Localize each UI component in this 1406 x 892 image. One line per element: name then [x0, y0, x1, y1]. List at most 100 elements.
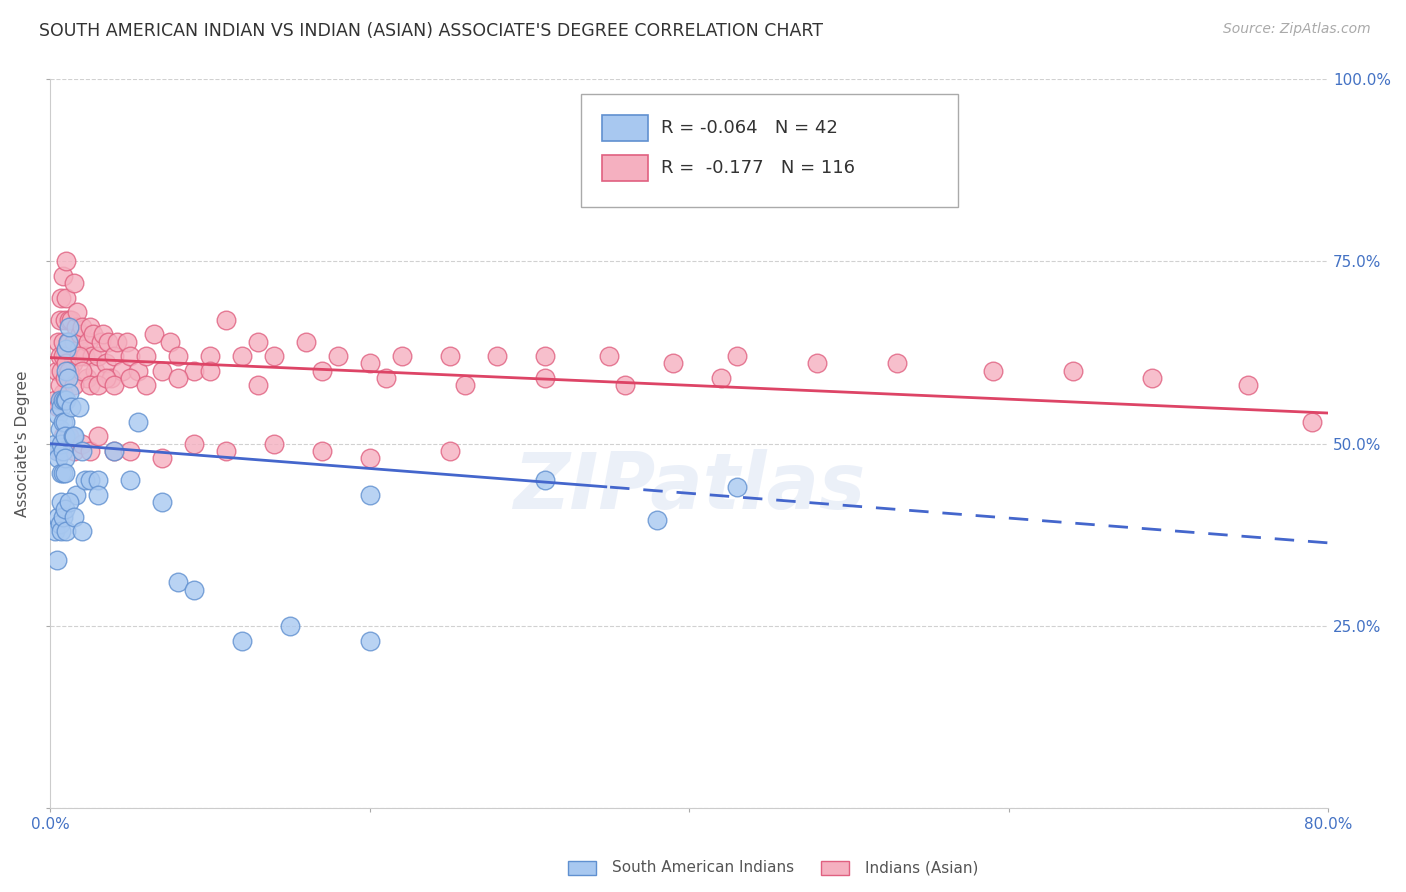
Point	[82, 327, 104, 342]
Point	[58, 429, 80, 443]
Point	[246, 378, 269, 392]
Point	[63, 276, 86, 290]
Point	[326, 349, 349, 363]
Point	[439, 349, 461, 363]
Point	[52, 429, 75, 443]
Point	[67, 401, 90, 415]
Point	[1237, 378, 1260, 392]
Point	[70, 364, 93, 378]
Point	[645, 513, 668, 527]
Point	[311, 444, 333, 458]
Point	[55, 291, 77, 305]
Point	[55, 524, 77, 539]
Point	[46, 408, 69, 422]
Point	[53, 502, 76, 516]
Point	[118, 371, 141, 385]
Point	[534, 349, 557, 363]
Point	[67, 342, 90, 356]
Point	[359, 488, 381, 502]
Y-axis label: Associate's Degree: Associate's Degree	[15, 370, 30, 517]
Point	[454, 378, 477, 392]
Point	[66, 305, 89, 319]
Point	[486, 349, 509, 363]
Point	[94, 371, 117, 385]
Point	[70, 320, 93, 334]
Point	[76, 371, 98, 385]
Point	[359, 633, 381, 648]
Point	[70, 436, 93, 450]
Point	[53, 349, 76, 363]
Point	[59, 312, 82, 326]
Point	[103, 349, 125, 363]
Point	[80, 349, 103, 363]
Point	[167, 575, 190, 590]
Point	[167, 371, 190, 385]
Point	[63, 334, 86, 349]
Point	[105, 334, 128, 349]
Point	[1062, 364, 1084, 378]
Point	[65, 488, 87, 502]
Point	[118, 473, 141, 487]
Point	[46, 451, 69, 466]
Point	[359, 451, 381, 466]
Point	[1142, 371, 1164, 385]
Point	[103, 378, 125, 392]
Point	[231, 633, 253, 648]
Point	[55, 364, 77, 378]
Point	[46, 401, 69, 415]
FancyBboxPatch shape	[602, 155, 648, 181]
Point	[90, 334, 112, 349]
Point	[159, 334, 181, 349]
Point	[87, 488, 110, 502]
Point	[53, 451, 76, 466]
Point	[662, 356, 685, 370]
Point	[48, 422, 70, 436]
Point	[52, 385, 75, 400]
Text: ZIPatlas: ZIPatlas	[513, 450, 865, 525]
Point	[75, 473, 97, 487]
Point	[46, 334, 69, 349]
Point	[79, 473, 101, 487]
Point	[83, 364, 105, 378]
Point	[439, 444, 461, 458]
Point	[52, 444, 75, 458]
Point	[710, 371, 733, 385]
Point	[56, 334, 79, 349]
Point	[981, 364, 1004, 378]
Point	[100, 371, 122, 385]
Point	[534, 473, 557, 487]
Point	[63, 378, 86, 392]
Point	[115, 334, 138, 349]
Point	[44, 392, 66, 407]
Point	[87, 429, 110, 443]
Point	[73, 342, 96, 356]
Point	[51, 364, 73, 378]
Point	[58, 320, 80, 334]
Point	[52, 415, 75, 429]
Point	[45, 364, 67, 378]
FancyBboxPatch shape	[581, 94, 957, 207]
Point	[598, 349, 620, 363]
Point	[231, 349, 253, 363]
Point	[45, 444, 67, 458]
Point	[48, 516, 70, 531]
Point	[534, 371, 557, 385]
Point	[215, 312, 238, 326]
Point	[48, 378, 70, 392]
Point	[58, 334, 80, 349]
Point	[70, 444, 93, 458]
FancyBboxPatch shape	[602, 115, 648, 141]
Point	[79, 378, 101, 392]
Point	[111, 364, 134, 378]
Point	[183, 364, 205, 378]
Point	[46, 509, 69, 524]
Point	[52, 466, 75, 480]
Point	[48, 349, 70, 363]
Point	[118, 444, 141, 458]
Point	[53, 466, 76, 480]
Point	[58, 385, 80, 400]
Point	[91, 327, 114, 342]
Point	[52, 509, 75, 524]
Point	[53, 392, 76, 407]
Point	[77, 334, 100, 349]
